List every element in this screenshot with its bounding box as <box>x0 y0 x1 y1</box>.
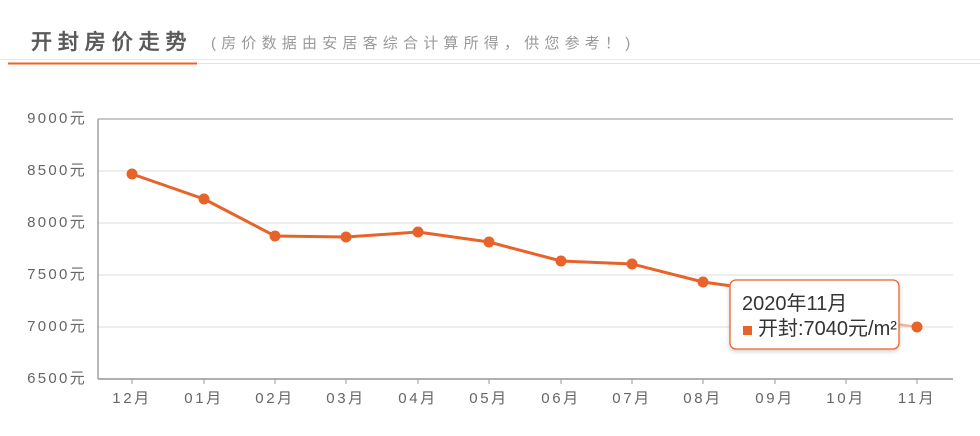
svg-text:9000元: 9000元 <box>27 110 87 127</box>
svg-text:7500元: 7500元 <box>27 266 87 283</box>
svg-text:10月: 10月 <box>826 390 866 407</box>
svg-text:05月: 05月 <box>469 390 509 407</box>
svg-text:11月: 11月 <box>898 390 936 407</box>
svg-text:8500元: 8500元 <box>27 162 87 179</box>
svg-text:7000元: 7000元 <box>27 318 87 335</box>
svg-text:8000元: 8000元 <box>27 214 87 231</box>
svg-text:2020年11月: 2020年11月 <box>742 292 847 315</box>
svg-text:6500元: 6500元 <box>27 370 87 387</box>
svg-text:06月: 06月 <box>541 390 581 407</box>
svg-text:07月: 07月 <box>612 390 652 407</box>
svg-text:开封:7040元/m²: 开封:7040元/m² <box>758 317 897 340</box>
svg-text:01月: 01月 <box>184 390 224 407</box>
svg-text:09月: 09月 <box>755 390 795 407</box>
svg-text:08月: 08月 <box>683 390 723 407</box>
svg-text:12月: 12月 <box>112 390 152 407</box>
svg-text:04月: 04月 <box>398 390 438 407</box>
svg-text:03月: 03月 <box>326 390 366 407</box>
svg-text:02月: 02月 <box>255 390 295 407</box>
